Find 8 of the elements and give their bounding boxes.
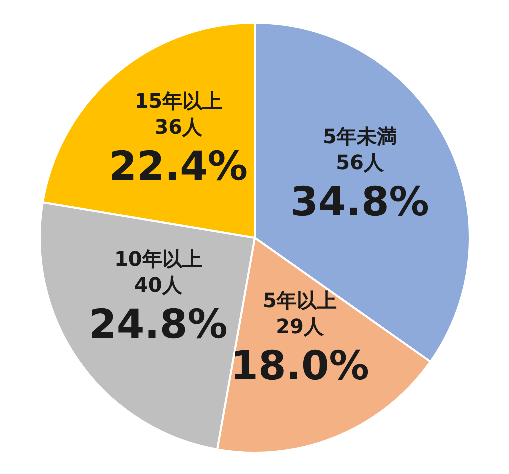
data-label: 36人 22.4% <box>109 114 248 190</box>
data-label: 56人 34.8% <box>290 150 430 226</box>
slice-label: 10年以上 <box>114 247 202 272</box>
data-label: 29人 18.0% <box>230 314 370 390</box>
slice-label: 5年未満 <box>323 124 397 149</box>
slice-label: 5年以上 <box>263 288 337 312</box>
slice-label: 15年以上 <box>134 88 223 113</box>
data-label: 40人 24.8% <box>89 273 228 348</box>
